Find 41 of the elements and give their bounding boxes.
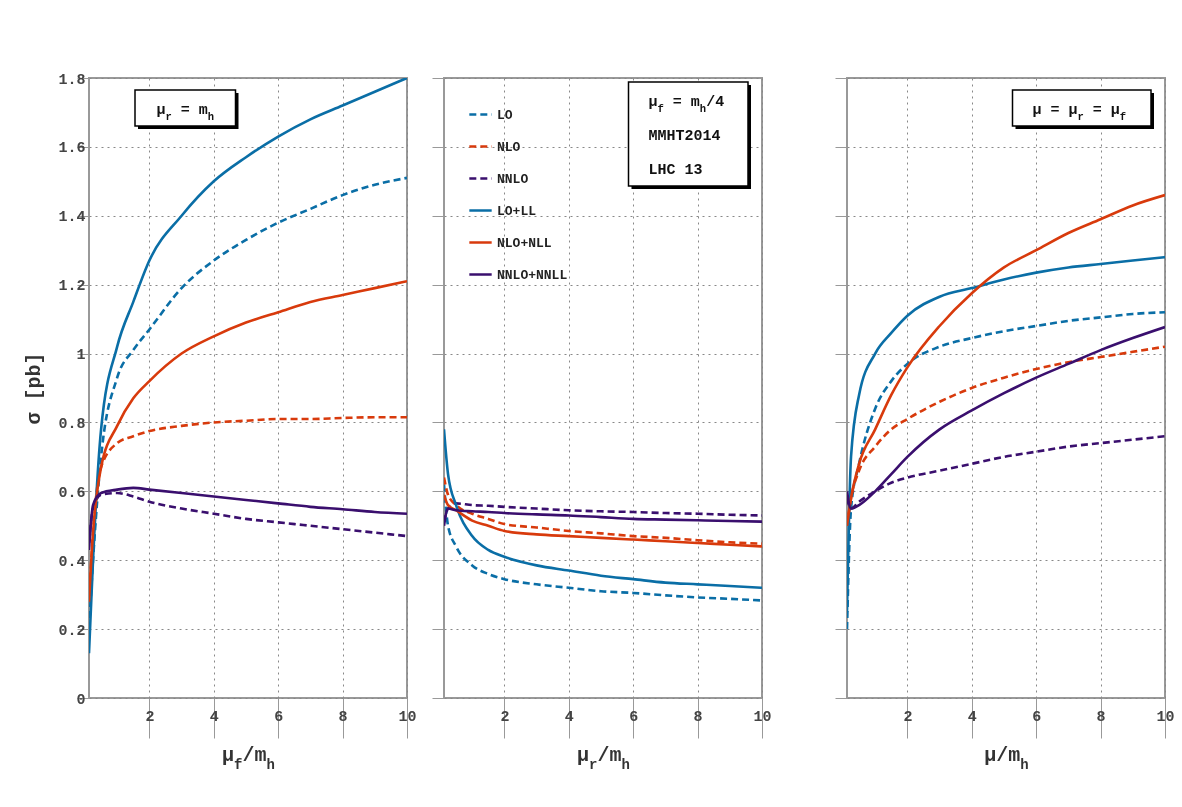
x-tick-label: 6 — [629, 708, 639, 726]
annotation: MMHT2014 — [648, 128, 721, 145]
y-tick-label: 0.6 — [58, 484, 86, 502]
y-tick-label: 0 — [76, 691, 86, 709]
annotation: LHC 13 — [648, 162, 703, 179]
x-tick-label: 2 — [145, 708, 155, 726]
x-axis-title: μ/m$_{h}$ — [984, 744, 1029, 773]
x-tick-label: 10 — [753, 708, 772, 726]
y-tick-label: 0.2 — [58, 622, 86, 640]
x-tick-label: 4 — [967, 708, 977, 726]
x-tick-label: 8 — [693, 708, 703, 726]
legend-label: NNLO — [497, 171, 529, 187]
y-axis-title: σ [pb] — [23, 352, 47, 425]
line-series — [89, 486, 407, 552]
annotation: μ = μ$_{r}$ = μ$_{f}$ — [1032, 102, 1127, 123]
x-tick-label: 2 — [500, 708, 510, 726]
legend-label: NNLO+NNLL — [497, 267, 568, 283]
x-tick-label: 10 — [398, 708, 417, 726]
y-tick-label: 0.8 — [58, 415, 86, 433]
x-axis-title: μ$_{f}$/m$_{h}$ — [222, 744, 275, 773]
x-tick-label: 4 — [209, 708, 219, 726]
y-tick-label: 1.2 — [58, 278, 86, 296]
x-tick-label: 6 — [1032, 708, 1042, 726]
legend-label: LO — [497, 107, 513, 123]
y-tick-label: 1.6 — [58, 140, 86, 158]
x-tick-label: 4 — [564, 708, 574, 726]
y-tick-label: 1.8 — [58, 71, 86, 89]
legend-label: NLO — [497, 139, 521, 155]
x-tick-label: 10 — [1156, 708, 1175, 726]
y-tick-label: 0.4 — [58, 553, 86, 571]
x-tick-label: 6 — [274, 708, 284, 726]
y-tick-label: 1 — [76, 347, 86, 365]
annotation: μ$_{r}$ = m$_{h}$ — [156, 102, 215, 123]
x-tick-label: 2 — [903, 708, 913, 726]
y-tick-label: 1.4 — [58, 209, 86, 227]
annotation: μ$_{f}$ = m$_{h}$/4 — [648, 94, 725, 115]
x-tick-label: 8 — [338, 708, 348, 726]
legend-label: NLO+NLL — [497, 235, 552, 251]
x-axis-title: μ$_{r}$/m$_{h}$ — [577, 744, 630, 773]
x-tick-label: 8 — [1096, 708, 1106, 726]
legend-label: LO+LL — [497, 203, 537, 219]
